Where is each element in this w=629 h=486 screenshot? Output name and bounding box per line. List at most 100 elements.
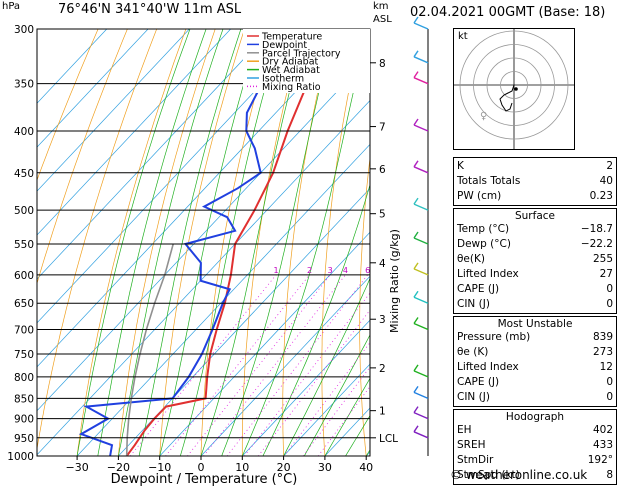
parameter-label: Temp (°C)	[457, 223, 510, 235]
isotherm-line	[37, 29, 314, 324]
wind-barb	[413, 262, 419, 270]
temperature-tick-label: −20	[107, 461, 130, 474]
pressure-tick-label: 650	[14, 298, 34, 310]
temperature-tick-label: −10	[148, 461, 171, 474]
wind-barb	[413, 203, 429, 211]
parameter-label: θe(K)	[457, 253, 485, 265]
legend-entry-label: Wet Adiabat	[262, 65, 320, 76]
parameter-row: θe (K) 273	[457, 345, 613, 360]
hodograph-unit-label: kt	[458, 31, 468, 42]
wind-barb	[413, 322, 429, 331]
height-tick-label: 7	[379, 122, 386, 134]
datetime-label: 02.04.2021 00GMT (Base: 18)	[410, 5, 606, 20]
height-tick-label: 4	[379, 258, 386, 270]
k-index-value: 2	[606, 160, 613, 172]
isotherm-line	[118, 187, 370, 456]
parameter-value: 192°	[587, 454, 613, 466]
mixing-ratio-label: 3	[328, 266, 333, 275]
parameter-value: 0	[606, 391, 613, 403]
y-axis-title: Mixing Ratio (g/kg)	[388, 229, 401, 333]
height-tick-label: 2	[379, 363, 386, 375]
location-label: 76°46'N 341°40'W 11m ASL	[58, 2, 242, 17]
pw-label: PW (cm)	[457, 190, 502, 202]
parameter-value: 0	[606, 376, 613, 388]
wind-barb	[413, 385, 419, 393]
parcel-trajectory-profile	[125, 243, 174, 456]
hodograph-ring	[473, 44, 555, 126]
parameter-value: 402	[592, 424, 613, 436]
wind-barb	[413, 197, 419, 205]
isotherm-line	[37, 56, 370, 412]
dry-adiabat-line	[76, 29, 187, 456]
surface-title: Surface	[514, 210, 555, 222]
dry-adiabat-line	[625, 29, 629, 456]
most-unstable-section: Most Unstable Pressure (mb) 839 θe (K) 273 L…	[453, 316, 617, 407]
temperature-tick-label: 20	[277, 461, 291, 474]
dry-adiabat-line	[321, 29, 362, 456]
hodograph-ring	[486, 57, 542, 113]
plot-frame	[36, 28, 371, 457]
wind-barb	[413, 118, 419, 126]
parameter-value: −22.2	[580, 238, 613, 250]
wind-barb	[413, 290, 419, 298]
parameter-label: CAPE (J)	[457, 376, 500, 388]
isotherm-line	[37, 29, 273, 280]
parameter-row: CIN (J) 0	[457, 297, 613, 312]
dry-adiabat-line	[37, 29, 99, 182]
height-tick-label: 3	[379, 314, 386, 326]
pressure-tick-label: 900	[14, 414, 34, 426]
parameter-row: Dewp (°C) −22.2	[457, 237, 613, 252]
parameter-value: 255	[592, 253, 613, 265]
asl-unit-label: ASL	[373, 14, 392, 25]
hodograph-title: Hodograph	[505, 411, 565, 423]
parameter-row: CIN (J) 0	[457, 390, 613, 405]
pressure-tick-label: 450	[14, 168, 34, 180]
most-unstable-rows: Pressure (mb) 839 θe (K) 273 Lifted Index 12 C…	[457, 330, 613, 405]
parameter-label: StmDir	[457, 454, 494, 466]
parameter-value: 12	[599, 361, 613, 373]
height-tick-label: LCL	[379, 433, 398, 445]
parameter-label: Lifted Index	[457, 268, 519, 280]
x-axis-title: Dewpoint / Temperature (°C)	[111, 472, 298, 486]
parameter-row: Lifted Index 12	[457, 360, 613, 375]
surface-section: Surface Temp (°C) −18.7 Dewp (°C) −22.2 θe(K…	[453, 208, 617, 314]
storm-motion-marker: ♀	[480, 111, 487, 122]
height-tick-label: 1	[379, 406, 386, 418]
wind-barb	[413, 317, 419, 324]
parameter-label: Pressure (mb)	[457, 331, 531, 343]
pressure-tick-label: 400	[14, 126, 34, 138]
most-unstable-title: Most Unstable	[497, 318, 573, 330]
parameter-label: CAPE (J)	[457, 283, 500, 295]
hodograph-trace	[499, 84, 515, 112]
parameter-value: 433	[592, 439, 613, 451]
wind-barb	[413, 71, 419, 79]
pressure-tick-label: 950	[14, 433, 34, 445]
isotherm-line	[242, 319, 370, 456]
pressure-tick-label: 550	[14, 239, 34, 251]
copyright-footer: © weatheronline.co.uk	[450, 468, 588, 482]
mixing-ratio-label: 20	[434, 266, 444, 275]
parameter-label: Lifted Index	[457, 361, 519, 373]
parameter-label: θe (K)	[457, 346, 489, 358]
isotherm-line	[37, 29, 108, 104]
wind-barb	[413, 391, 429, 400]
pressure-tick-label: 500	[14, 205, 34, 217]
wet-adiabat-line	[303, 334, 370, 456]
parameter-row: StmDir 192°	[457, 453, 613, 468]
mixing-ratio-line	[187, 274, 331, 456]
mixing-ratio-label: 2	[307, 266, 312, 275]
temperature-tick-label: 0	[198, 461, 205, 474]
dry-adiabat-line	[432, 29, 450, 456]
mixing-ratio-line	[244, 292, 370, 456]
legend-entry-label: Parcel Trajectory	[262, 48, 341, 59]
parameter-row: Temp (°C) −18.7	[457, 222, 613, 237]
wind-barb	[413, 22, 429, 30]
wind-barb	[413, 406, 419, 414]
temperature-tick-label: 30	[318, 461, 332, 474]
parameter-row: CAPE (J) 0	[457, 282, 613, 297]
pressure-tick-label: 350	[14, 79, 34, 91]
parameter-value: 839	[592, 331, 613, 343]
pressure-tick-label: 750	[14, 349, 34, 361]
